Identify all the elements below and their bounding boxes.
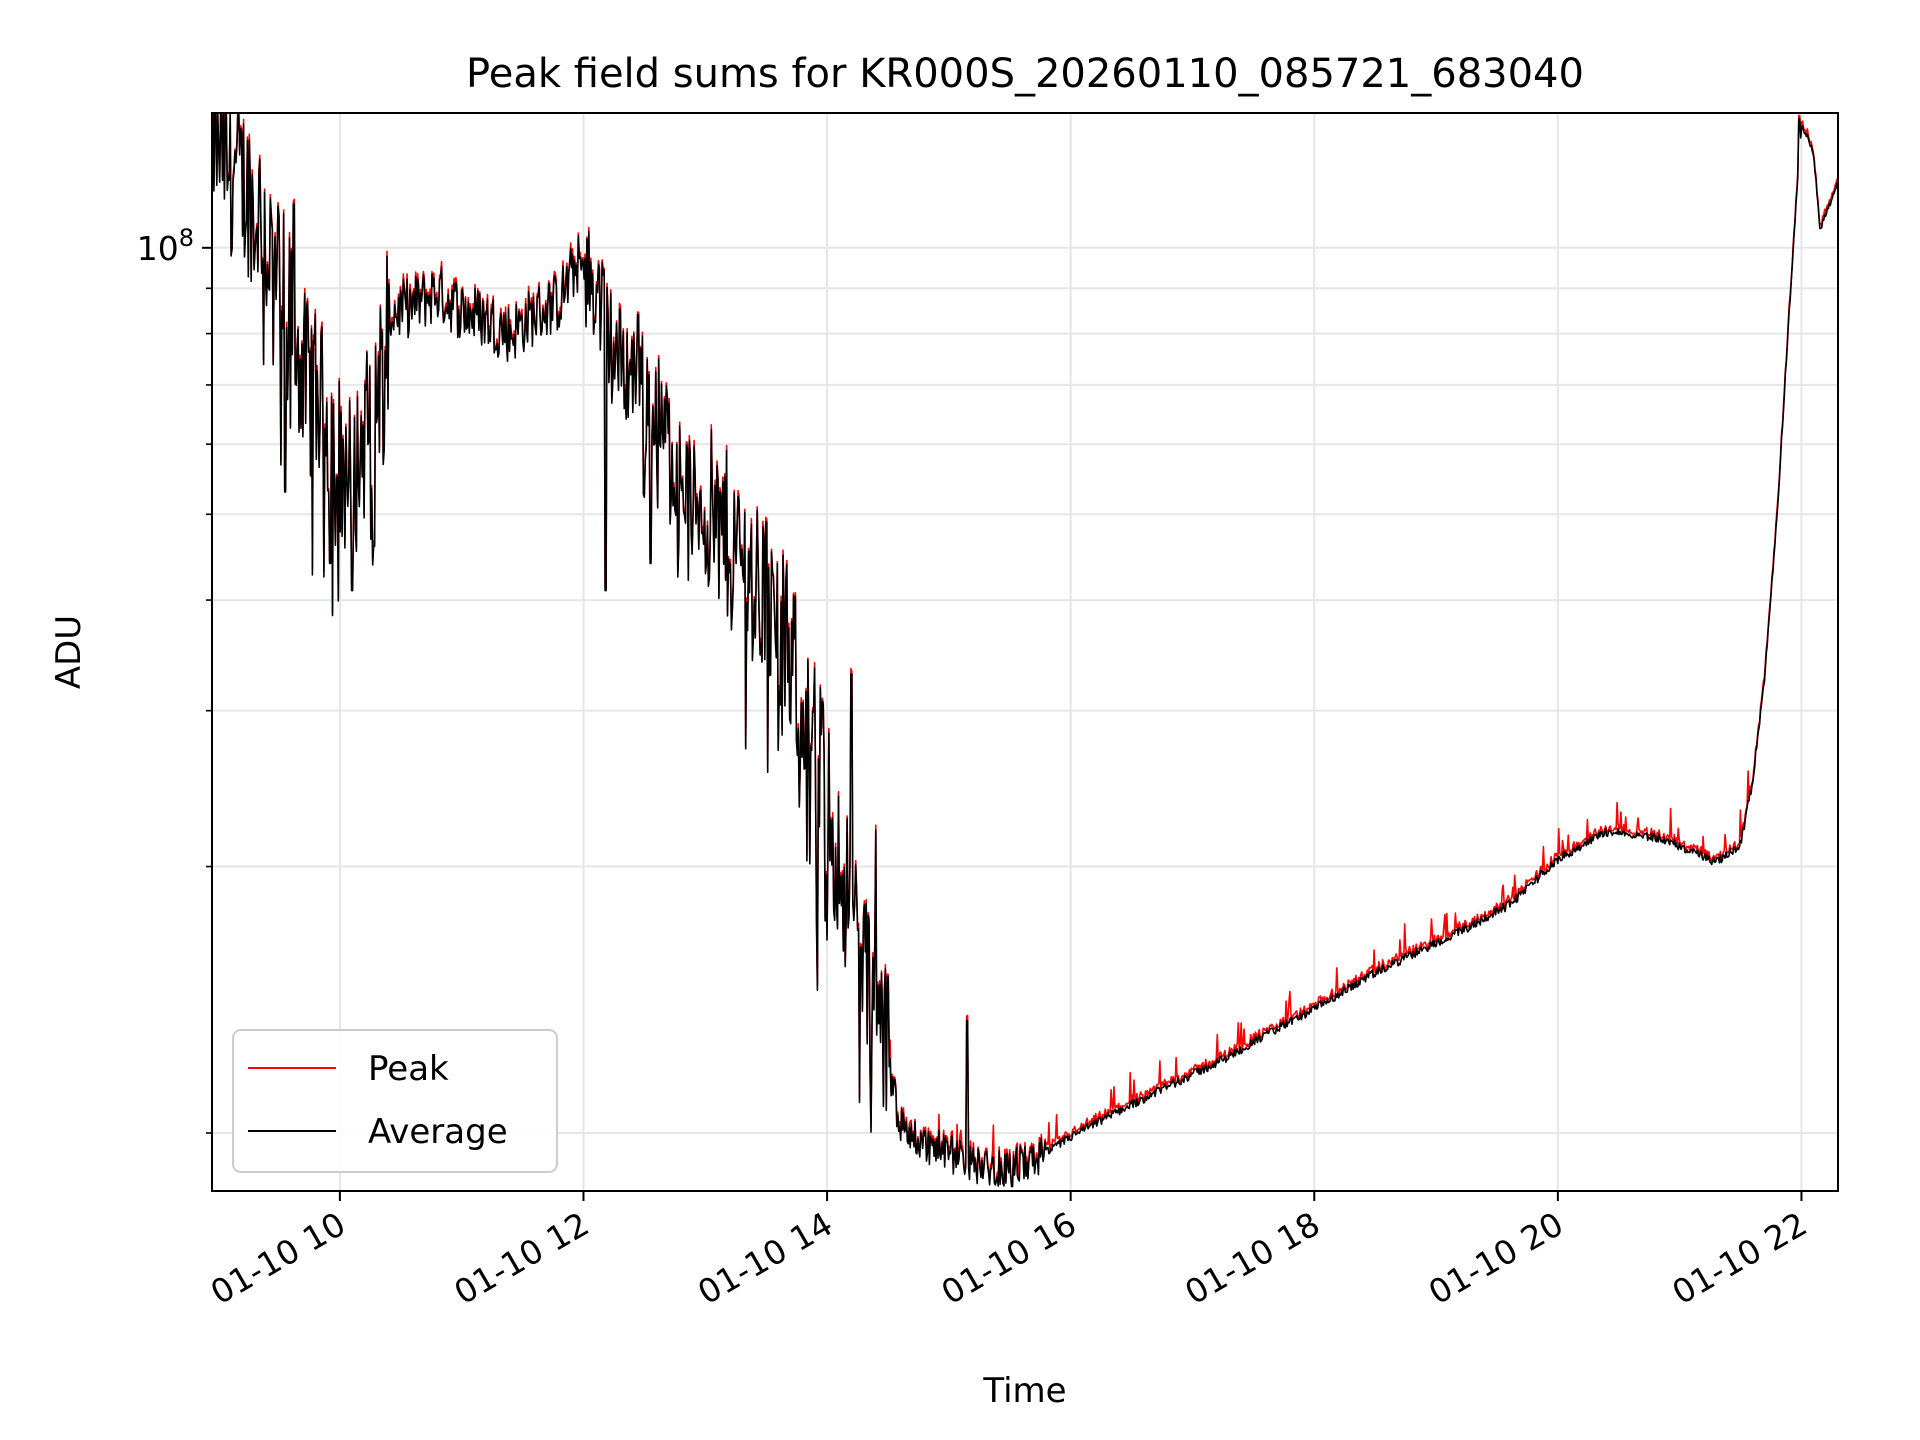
series-line-average [212,113,1838,1188]
y-tick-label: 108 [137,224,194,268]
plot-area [212,113,1838,1188]
chart-title: Peak field sums for KR000S_20260110_0857… [466,51,1584,97]
series-line-peak [212,113,1838,1184]
x-axis-label: Time [982,1371,1066,1411]
y-axis-label: ADU [49,615,89,689]
plot-frame [211,112,1839,1192]
legend-box [232,1029,558,1173]
legend: Peak Average [232,1029,558,1173]
legend-label-average: Average [368,1112,508,1152]
grid-lines [212,113,1838,1191]
legend-label-peak: Peak [368,1049,449,1089]
